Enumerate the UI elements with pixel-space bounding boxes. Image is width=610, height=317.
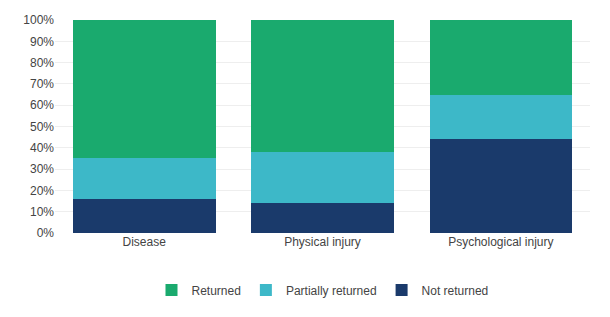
svg-text:Disease: Disease: [122, 235, 166, 249]
svg-text:0%: 0%: [37, 226, 55, 240]
svg-text:90%: 90%: [30, 35, 54, 49]
svg-text:Physical injury: Physical injury: [284, 235, 361, 249]
svg-text:60%: 60%: [30, 98, 54, 112]
svg-text:Returned: Returned: [192, 284, 241, 298]
svg-text:100%: 100%: [23, 13, 54, 27]
svg-text:80%: 80%: [30, 56, 54, 70]
svg-text:Partially returned: Partially returned: [286, 284, 377, 298]
svg-text:10%: 10%: [30, 205, 54, 219]
svg-text:50%: 50%: [30, 120, 54, 134]
svg-text:70%: 70%: [30, 77, 54, 91]
svg-text:Psychological injury: Psychological injury: [448, 235, 553, 249]
svg-text:40%: 40%: [30, 141, 54, 155]
svg-text:20%: 20%: [30, 184, 54, 198]
svg-text:30%: 30%: [30, 162, 54, 176]
svg-text:Not returned: Not returned: [422, 284, 489, 298]
